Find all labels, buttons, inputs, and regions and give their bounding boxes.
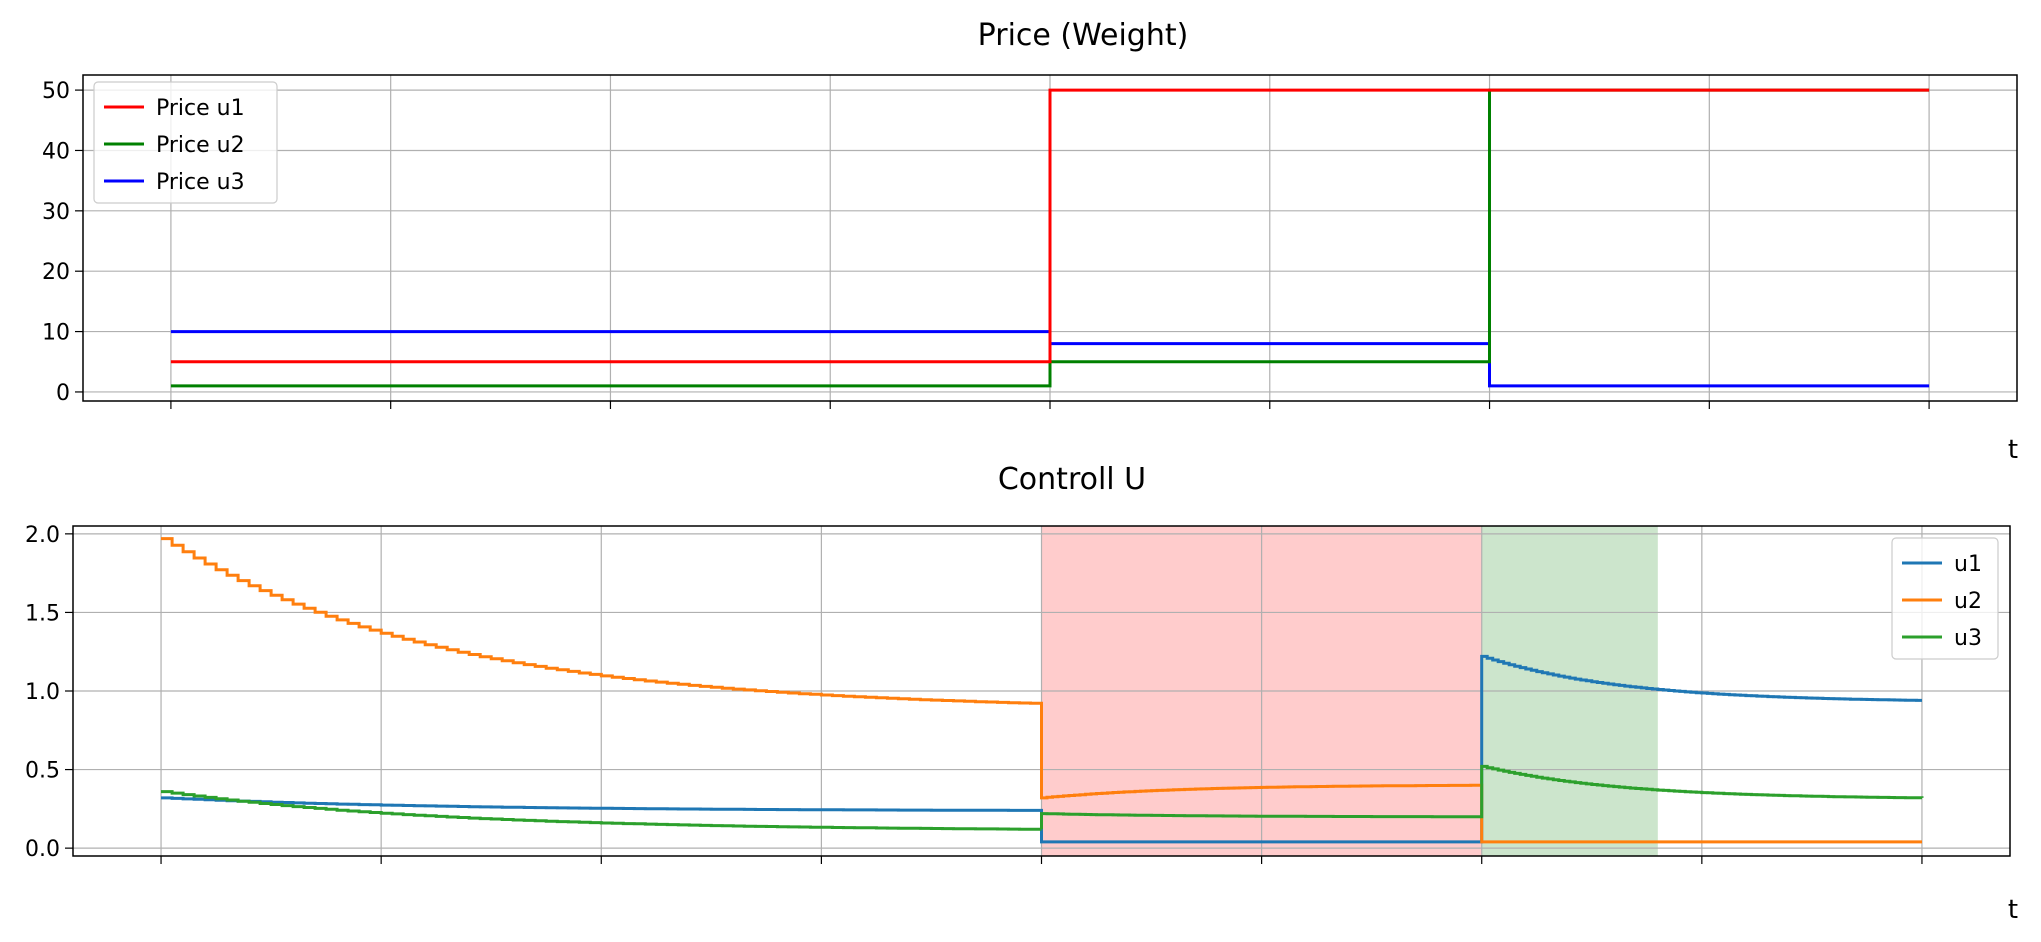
price-series-line-price-u3 [170,330,1930,388]
price-plot-frame [82,74,2018,402]
price-legend-label: Price u1 [156,96,245,121]
price-chart-title: Price (Weight) [978,18,1189,53]
control-series-line-u2 [161,537,1922,844]
price-series-line-price-u1 [170,88,1930,364]
control-chart-title: Controll U [998,462,1146,497]
control-plot-frame [72,525,2011,857]
price-y-tick-label: 20 [42,260,70,285]
price-y-tick-label: 50 [42,79,70,104]
control-panel: Controll U t 0.0 0.5 1.0 1.5 2.0 u1 u2 u3 [25,462,2018,925]
control-legend-label: u1 [1954,552,1982,577]
control-series-line-u1 [161,654,1922,844]
control-y-tick-label: 1.5 [25,601,60,626]
control-legend-label: u2 [1954,589,1982,614]
control-series-line-u3 [161,764,1924,831]
control-y-tick-label: 1.0 [25,680,60,705]
price-legend-label: Price u3 [156,170,245,195]
price-legend-label: Price u2 [156,133,245,158]
price-legend [93,81,278,204]
control-y-tick-label: 0.5 [25,759,60,784]
price-y-tick-label: 10 [42,321,70,346]
control-legend-label: u3 [1954,626,1982,651]
price-chart-xlabel: t [2008,435,2018,465]
control-chart-xlabel: t [2008,895,2018,925]
price-panel: Price (Weight) t 0 10 20 30 40 50 Price u1 Pric… [42,18,2018,465]
control-y-tick-label: 0.0 [25,837,60,862]
price-y-tick-label: 40 [42,139,70,164]
price-y-tick-label: 0 [56,381,70,406]
control-legend [1891,537,1999,660]
price-y-tick-label: 30 [42,200,70,225]
control-y-tick-label: 2.0 [25,523,60,548]
